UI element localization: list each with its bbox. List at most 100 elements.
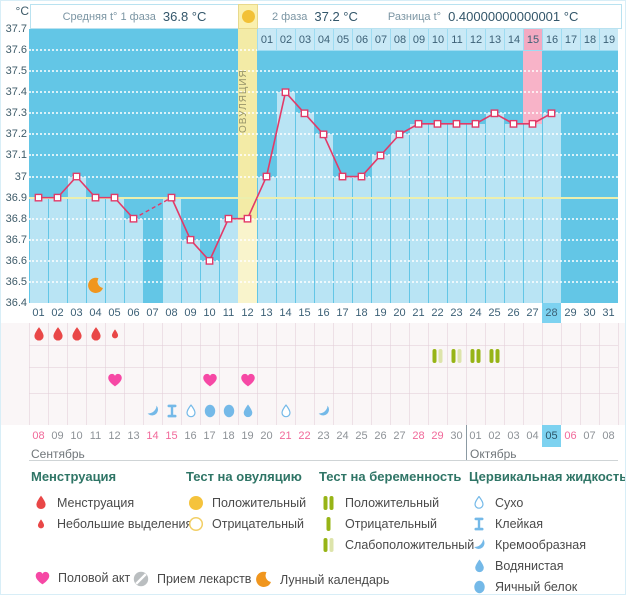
- dpo-cell: 12: [466, 29, 485, 51]
- calendar-date-cell[interactable]: 23: [317, 430, 330, 442]
- y-axis-tick-label: 37.3: [5, 107, 27, 120]
- legend-item-label: Отрицательный: [345, 516, 438, 531]
- cycle-day-cell[interactable]: 01: [32, 307, 45, 319]
- temperature-bar[interactable]: [447, 123, 466, 303]
- menstruation-icon: [33, 327, 45, 342]
- y-axis-tick-label: 37.2: [5, 128, 27, 141]
- calendar-date-cell[interactable]: 03: [507, 430, 520, 442]
- cycle-day-cell[interactable]: 18: [355, 307, 368, 319]
- calendar-date-cell[interactable]: 15: [165, 430, 178, 442]
- cycle-day-cell[interactable]: 14: [279, 307, 292, 319]
- calendar-date-cell-today[interactable]: 05: [542, 425, 561, 447]
- cycle-day-cell[interactable]: 20: [393, 307, 406, 319]
- calendar-date-cell[interactable]: 11: [89, 430, 102, 442]
- cervical-fluid-icon: [242, 404, 253, 418]
- calendar-date-cell[interactable]: 30: [450, 430, 463, 442]
- calendar-date-cell[interactable]: 13: [127, 430, 140, 442]
- cycle-day-cell-today[interactable]: 28: [542, 303, 561, 323]
- cycle-day-cell[interactable]: 03: [70, 307, 83, 319]
- temperature-bar[interactable]: [523, 123, 542, 303]
- calendar-date-cell[interactable]: 16: [184, 430, 197, 442]
- calendar-date-cell[interactable]: 07: [583, 430, 596, 442]
- cycle-day-cell[interactable]: 15: [298, 307, 311, 319]
- cycle-day-cell[interactable]: 17: [336, 307, 349, 319]
- row-grid-line: [390, 323, 391, 425]
- row-grid-line: [504, 323, 505, 425]
- cycle-day-cell[interactable]: 30: [583, 307, 596, 319]
- temperature-bar[interactable]: [105, 197, 124, 303]
- calendar-date-cell[interactable]: 10: [70, 430, 83, 442]
- cycle-day-cell[interactable]: 19: [374, 307, 387, 319]
- cycle-day-cell[interactable]: 04: [89, 307, 102, 319]
- cycle-day-cell[interactable]: 23: [450, 307, 463, 319]
- calendar-date-cell[interactable]: 04: [526, 430, 539, 442]
- circle-outline-icon: [186, 516, 206, 532]
- row-grid-line: [352, 323, 353, 425]
- temperature-bar[interactable]: [504, 123, 523, 303]
- temperature-bar[interactable]: [485, 113, 504, 303]
- calendar-date-cell[interactable]: 14: [146, 430, 159, 442]
- row-grid-line: [29, 367, 618, 368]
- cycle-day-cell[interactable]: 27: [526, 307, 539, 319]
- bars-positive-icon: [319, 495, 339, 511]
- row-grid-line: [105, 323, 106, 425]
- cycle-day-cell[interactable]: 25: [488, 307, 501, 319]
- cycle-day-cell[interactable]: 13: [260, 307, 273, 319]
- cycle-day-cell[interactable]: 11: [222, 307, 235, 319]
- temperature-bar[interactable]: [48, 197, 67, 303]
- cycle-day-cell[interactable]: 12: [241, 307, 254, 319]
- cycle-day-cell[interactable]: 21: [412, 307, 425, 319]
- temperature-bar[interactable]: [409, 123, 428, 303]
- calendar-date-cell[interactable]: 25: [355, 430, 368, 442]
- cycle-day-cell[interactable]: 05: [108, 307, 121, 319]
- fluid-eggwhite-icon: [469, 580, 489, 594]
- cycle-day-cell[interactable]: 31: [602, 307, 615, 319]
- temperature-bar[interactable]: [428, 123, 447, 303]
- calendar-date-cell[interactable]: 12: [108, 430, 121, 442]
- calendar-date-cell[interactable]: 19: [241, 430, 254, 442]
- row-grid-line: [200, 323, 201, 425]
- calendar-date-cell[interactable]: 18: [222, 430, 235, 442]
- cycle-day-cell[interactable]: 02: [51, 307, 64, 319]
- calendar-date-cell[interactable]: 08: [32, 430, 45, 442]
- calendar-date-cell[interactable]: 26: [374, 430, 387, 442]
- temperature-bar[interactable]: [466, 123, 485, 303]
- temperature-bar[interactable]: [162, 197, 181, 303]
- calendar-date-cell[interactable]: 20: [260, 430, 273, 442]
- cycle-day-cell[interactable]: 16: [317, 307, 330, 319]
- dpo-cell: 04: [314, 29, 333, 51]
- cycle-day-cell[interactable]: 08: [165, 307, 178, 319]
- cycle-day-cell[interactable]: 09: [184, 307, 197, 319]
- temperature-bar[interactable]: [542, 113, 561, 303]
- row-grid-line: [124, 323, 125, 425]
- temperature-bar[interactable]: [181, 239, 200, 303]
- cycle-day-cell[interactable]: 06: [127, 307, 140, 319]
- temperature-bar[interactable]: [295, 113, 314, 303]
- gridline: [29, 112, 618, 115]
- cycle-day-cell[interactable]: 26: [507, 307, 520, 319]
- drop-small-icon: [31, 518, 51, 529]
- temperature-bar[interactable]: [371, 155, 390, 303]
- calendar-date-cell[interactable]: 22: [298, 430, 311, 442]
- cycle-day-cell[interactable]: 29: [564, 307, 577, 319]
- temperature-bar[interactable]: [86, 197, 105, 303]
- cycle-day-cell[interactable]: 10: [203, 307, 216, 319]
- legend-item-label: Слабоположительный: [345, 537, 475, 552]
- calendar-date-cell[interactable]: 21: [279, 430, 292, 442]
- calendar-date-cell[interactable]: 06: [564, 430, 577, 442]
- calendar-date-cell[interactable]: 09: [51, 430, 64, 442]
- menstruation-icon: [111, 329, 119, 339]
- temperature-bar[interactable]: [29, 197, 48, 303]
- bar-negative-icon: [319, 516, 339, 532]
- calendar-date-cell[interactable]: 28: [412, 430, 425, 442]
- calendar-date-cell[interactable]: 02: [488, 430, 501, 442]
- cycle-day-cell[interactable]: 07: [146, 307, 159, 319]
- calendar-date-cell[interactable]: 08: [602, 430, 615, 442]
- calendar-date-cell[interactable]: 29: [431, 430, 444, 442]
- calendar-date-cell[interactable]: 24: [336, 430, 349, 442]
- cycle-day-cell[interactable]: 24: [469, 307, 482, 319]
- calendar-date-cell[interactable]: 27: [393, 430, 406, 442]
- cycle-day-cell[interactable]: 22: [431, 307, 444, 319]
- calendar-date-cell[interactable]: 17: [203, 430, 216, 442]
- calendar-date-cell[interactable]: 01: [469, 430, 482, 442]
